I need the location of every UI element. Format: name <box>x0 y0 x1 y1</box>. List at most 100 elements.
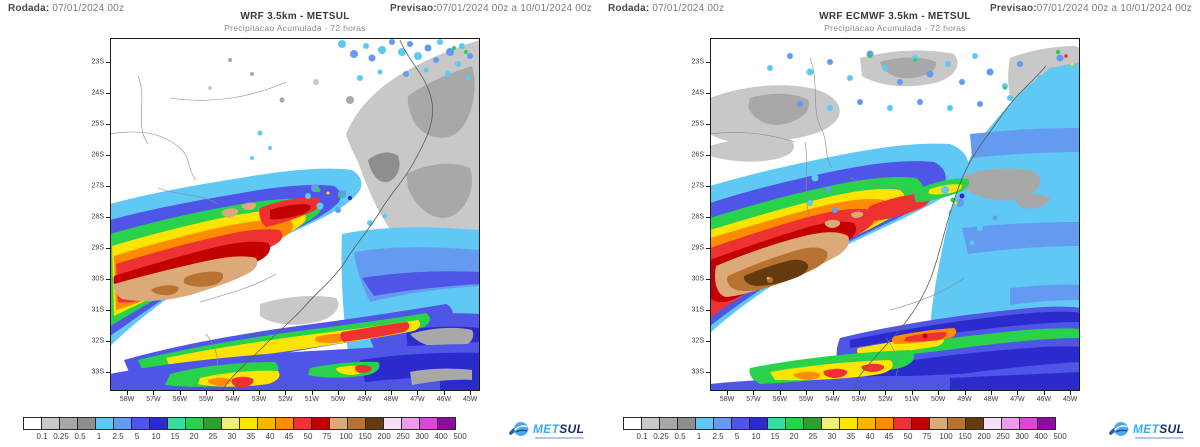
coastline-borders <box>853 65 1047 391</box>
lon-tick-label: 54W <box>225 396 240 403</box>
lon-tick-mark <box>991 391 992 395</box>
lon-tick-mark <box>127 391 128 395</box>
lat-tick-mark <box>106 155 110 156</box>
lat-tick-label: 33S <box>691 368 704 376</box>
colorbar-label: 150 <box>358 432 372 441</box>
colorbar-cell <box>893 417 912 430</box>
colorbar-label: 30 <box>227 432 237 441</box>
state-borders <box>710 57 965 377</box>
colorbar-cell <box>185 417 204 430</box>
metsul-logo: METSUL <box>508 416 585 442</box>
colorbar-label: 45 <box>284 432 294 441</box>
lon-tick-mark <box>779 391 781 395</box>
colorbar-label: 0.1 <box>636 432 648 441</box>
coastline-borders <box>221 39 434 391</box>
previsao-value: 07/01/2024 00z a 10/01/2024 00z <box>1036 3 1192 14</box>
rodada-label: Rodada: <box>608 3 650 14</box>
lon-tick-mark <box>338 391 340 395</box>
logo-sul: SUL <box>559 422 585 436</box>
lat-tick-mark <box>106 372 110 373</box>
lat-tick-mark <box>706 62 710 63</box>
lon-tick-label: 46W <box>436 396 451 403</box>
colorbar-cell <box>419 417 438 430</box>
panel-wrf-ecmwf: Rodada: 07/01/2024 00z Previsao:07/01/20… <box>600 0 1200 447</box>
colorbar-label: 75 <box>322 432 332 441</box>
lat-tick-mark <box>106 124 110 125</box>
colorbar-label: 35 <box>846 432 856 441</box>
colorbar-cell <box>1037 417 1056 430</box>
lon-tick-mark <box>885 391 887 395</box>
lon-tick-mark <box>938 391 940 395</box>
lon-tick-label: 49W <box>357 396 372 403</box>
colorbar-label: 35 <box>246 432 256 441</box>
lon-tick-label: 57W <box>146 396 161 403</box>
lat-tick-label: 30S <box>691 275 704 283</box>
lon-tick-mark <box>753 391 755 395</box>
lat-tick-label: 33S <box>91 368 104 376</box>
lat-tick-label: 26S <box>91 151 104 159</box>
colorbar-label: 300 <box>1015 432 1029 441</box>
precip-field-wrf <box>110 38 480 391</box>
lat-tick-label: 26S <box>691 151 704 159</box>
colorbar-cell <box>947 417 966 430</box>
lat-tick-mark <box>106 62 110 63</box>
lat-tick-label: 23S <box>691 58 704 66</box>
lon-tick-mark <box>859 391 860 395</box>
metsul-logo: METSUL <box>1108 416 1185 442</box>
lat-tick-mark <box>106 341 110 342</box>
lon-tick-label: 58W <box>719 396 735 403</box>
colorbar-cell <box>257 417 276 430</box>
colorbar-cell <box>365 417 384 430</box>
colorbar-label: 5 <box>134 432 140 441</box>
colorbar-label: 20 <box>789 432 799 441</box>
colorbar-cell <box>131 417 150 430</box>
colorbar-label: 100 <box>339 432 353 441</box>
lat-tick-label: 24S <box>91 89 104 97</box>
lon-tick-mark <box>1043 391 1045 395</box>
lat-tick-mark <box>106 279 110 280</box>
lat-tick-label: 28S <box>91 213 104 221</box>
lon-tick-mark <box>259 391 260 395</box>
lat-tick-mark <box>706 372 710 373</box>
lon-tick-label: 45W <box>462 396 478 403</box>
previsao-label: Previsao: <box>989 3 1037 14</box>
colorbar-label: 20 <box>189 432 199 441</box>
lat-tick-label: 28S <box>691 213 704 221</box>
colorbar: 0.1 0.25 0.5 1 2.5 5 10 15 20 25 30 35 40 45 50 75 100 15… <box>23 417 479 445</box>
colorbar-label: 200 <box>977 432 991 441</box>
map-subtitle: Precipitacao Acumulada - 72 horas <box>224 23 366 33</box>
colorbar-cell <box>95 417 114 430</box>
colorbar-cell <box>239 417 258 430</box>
lon-tick-mark <box>964 391 966 395</box>
colorbar-cell <box>23 417 42 430</box>
lon-tick-mark <box>470 391 472 395</box>
colorbar-label: 2.5 <box>112 432 124 441</box>
colorbar-label: 10 <box>751 432 761 441</box>
panel-wrf: Rodada: 07/01/2024 00z Previsao:07/01/20… <box>8 3 592 445</box>
lon-tick-label: 57W <box>746 396 761 403</box>
lat-tick-label: 31S <box>691 306 704 314</box>
colorbar-label: 50 <box>903 432 913 441</box>
colorbar-label: 25 <box>208 432 218 441</box>
lon-tick-mark <box>206 391 208 395</box>
colorbar-cell <box>383 417 402 430</box>
logo-sul: SUL <box>1159 422 1185 436</box>
colorbar-label: 200 <box>377 432 391 441</box>
colorbar-label: 0.1 <box>36 432 48 441</box>
colorbar-cell <box>875 417 894 430</box>
colorbar-label: 1 <box>696 432 702 441</box>
lat-tick-mark <box>706 93 710 94</box>
colorbar-label: 5 <box>734 432 740 441</box>
colorbar-cell <box>623 417 642 430</box>
lat-tick-label: 25S <box>691 120 704 128</box>
precipitation-map-wrf-ecmwf: 23S 24S 25S 26S 27S 28S 29S 30S 31S 32S 33S 58W 57W… <box>692 38 1080 403</box>
lon-tick-mark <box>311 391 313 395</box>
colorbar-cell <box>713 417 732 430</box>
colorbar-label: 15 <box>770 432 780 441</box>
lon-tick-mark <box>911 391 913 395</box>
colorbar-cell <box>767 417 786 430</box>
rodada-value: 07/01/2024 00z <box>52 3 125 14</box>
lon-tick-label: 50W <box>330 396 346 403</box>
colorbar-label: 0.25 <box>53 432 69 441</box>
colorbar-cell <box>329 417 348 430</box>
